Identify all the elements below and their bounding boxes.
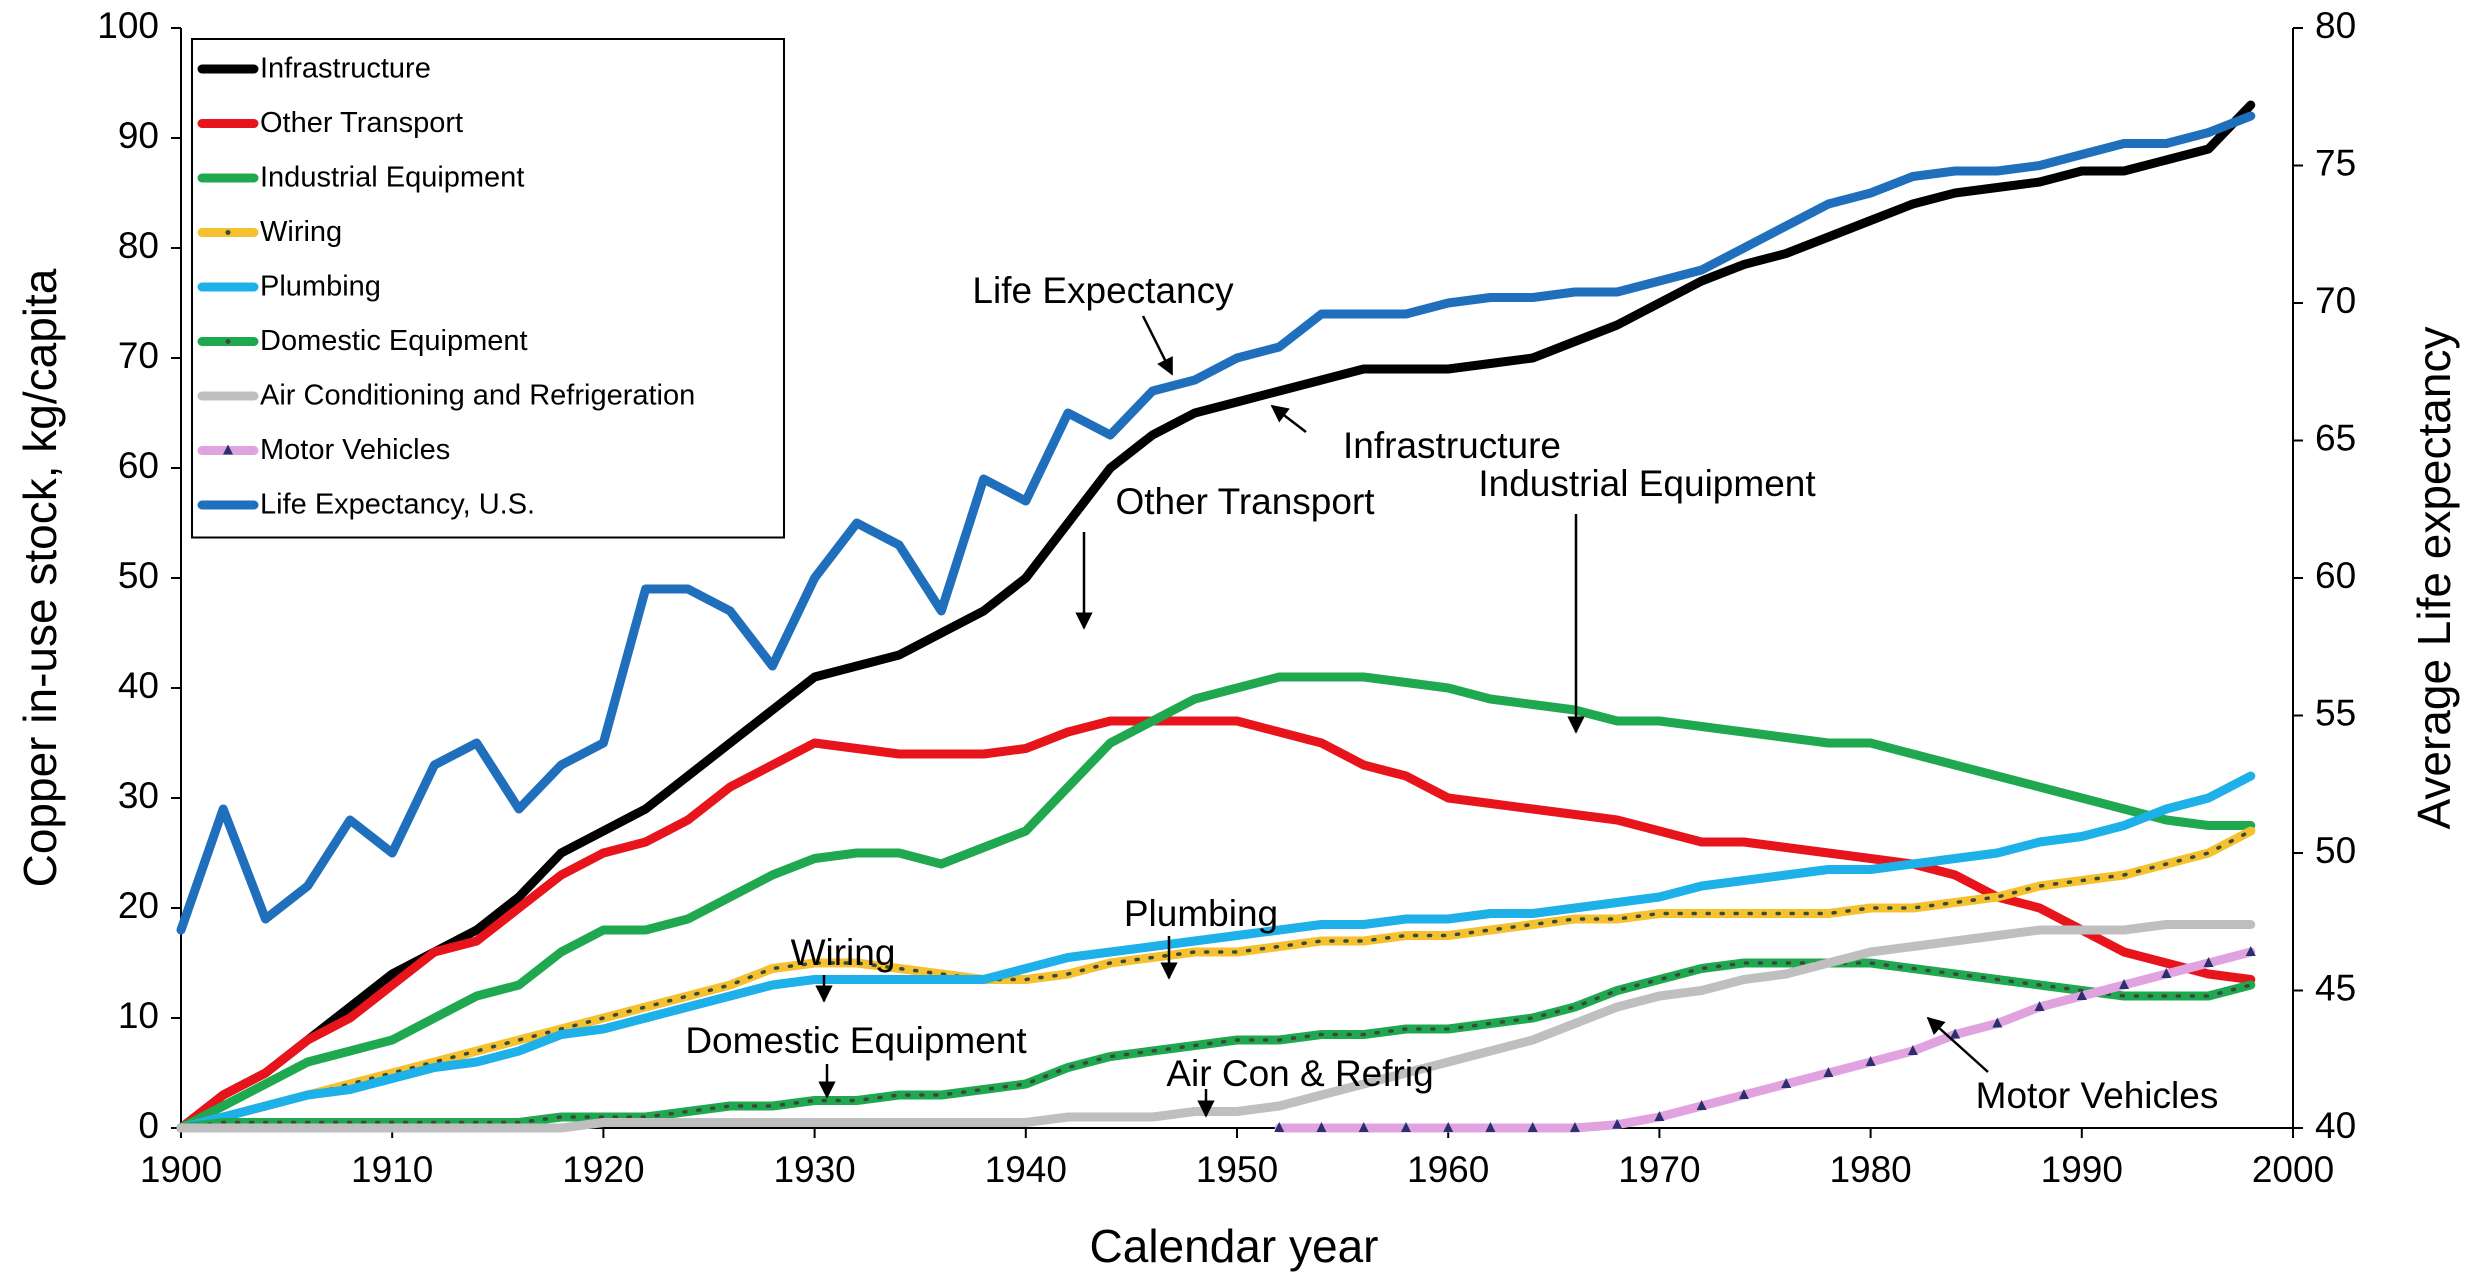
x-tick-label: 1980 — [1829, 1149, 1911, 1190]
y2-tick-label: 75 — [2315, 142, 2356, 183]
legend-label: Wiring — [260, 216, 342, 248]
legend-label: Air Conditioning and Refrigeration — [260, 380, 695, 412]
line-pattern — [179, 829, 2253, 1130]
x-tick-label: 1950 — [1196, 1149, 1278, 1190]
triangle-marker — [1950, 1028, 1961, 1039]
triangle-marker — [1823, 1067, 1834, 1077]
triangle-marker — [1527, 1122, 1538, 1132]
y2-tick-label: 45 — [2315, 967, 2356, 1008]
legend-label: Life Expectancy, U.S. — [260, 489, 535, 521]
annotation: Industrial Equipment — [1478, 463, 1816, 504]
y-tick-label: 80 — [118, 225, 159, 266]
y-tick-label: 30 — [118, 775, 159, 816]
legend-swatch-dot — [225, 339, 231, 344]
annotation: Domestic Equipment — [685, 1020, 1027, 1061]
legend-box — [191, 38, 785, 539]
y-tick-label: 60 — [118, 445, 159, 486]
y-tick-label: 20 — [118, 885, 159, 926]
triangle-marker — [1358, 1122, 1369, 1132]
annotation: Other Transport — [1115, 481, 1375, 522]
y2-tick-label: 80 — [2315, 5, 2356, 46]
triangle-marker — [1738, 1089, 1749, 1099]
legend-label: Plumbing — [260, 271, 381, 303]
annotation: Life Expectancy — [972, 270, 1234, 311]
y2-axis-title: Average Life expectancy — [2408, 327, 2460, 830]
y2-tick-label: 50 — [2315, 830, 2356, 871]
annotation-arrow — [1926, 1016, 1989, 1073]
triangle-marker — [1654, 1111, 1665, 1121]
triangle-marker — [1865, 1056, 1876, 1066]
y-tick-label: 100 — [97, 5, 159, 46]
y2-tick-label: 70 — [2315, 280, 2356, 321]
y2-tick-label: 55 — [2315, 692, 2356, 733]
y-axis-title: Copper in-use stock, kg/capita — [14, 268, 66, 887]
triangle-marker — [1696, 1100, 1707, 1110]
y-tick-label: 40 — [118, 665, 159, 706]
triangle-marker — [2119, 979, 2130, 989]
series-line — [176, 672, 2256, 1133]
annotation-arrow — [1270, 404, 1307, 433]
annotation: Infrastructure — [1343, 425, 1561, 466]
legend-label: Other Transport — [260, 107, 463, 139]
triangle-marker — [2161, 968, 2172, 978]
triangle-marker — [1612, 1118, 1623, 1129]
y-tick-label: 10 — [118, 995, 159, 1036]
annotation-arrow — [1141, 315, 1174, 376]
triangle-marker — [2034, 1001, 2045, 1011]
legend-label: Industrial Equipment — [260, 162, 524, 194]
series-line — [176, 920, 2256, 1133]
y-tick-label: 0 — [138, 1105, 159, 1146]
x-tick-label: 1990 — [2041, 1149, 2123, 1190]
annotation: Air Con & Refrig — [1166, 1053, 1433, 1094]
annotation: Wiring — [791, 932, 896, 973]
legend-swatch-dot — [223, 444, 233, 455]
triangle-marker — [2076, 990, 2087, 1000]
x-tick-label: 2000 — [2252, 1149, 2334, 1190]
series-line — [176, 958, 2256, 1133]
annotation: Plumbing — [1124, 893, 1278, 934]
y-tick-label: 50 — [118, 555, 159, 596]
triangle-marker — [1781, 1078, 1792, 1088]
y2-tick-label: 60 — [2315, 555, 2356, 596]
x-tick-label: 1930 — [773, 1149, 855, 1190]
y-tick-label: 70 — [118, 335, 159, 376]
legend-label: Domestic Equipment — [260, 325, 528, 357]
legend-swatch-dot — [225, 230, 231, 235]
series-line — [176, 100, 2256, 1133]
x-tick-label: 1910 — [351, 1149, 433, 1190]
annotation: Motor Vehicles — [1976, 1075, 2219, 1116]
triangle-marker — [1316, 1122, 1327, 1132]
x-tick-label: 1920 — [562, 1149, 644, 1190]
triangle-marker — [1569, 1122, 1580, 1132]
series-line — [176, 771, 2256, 1133]
triangle-marker — [2203, 957, 2214, 967]
x-tick-label: 1960 — [1407, 1149, 1489, 1190]
legend-label: Motor Vehicles — [260, 434, 450, 466]
triangle-marker — [1400, 1122, 1411, 1132]
x-tick-label: 1940 — [985, 1149, 1067, 1190]
triangle-marker — [1443, 1122, 1454, 1132]
triangle-marker — [2245, 946, 2256, 956]
y-tick-label: 90 — [118, 115, 159, 156]
y2-tick-label: 65 — [2315, 417, 2356, 458]
x-tick-label: 1970 — [1618, 1149, 1700, 1190]
triangle-marker — [1992, 1017, 2003, 1028]
series-line — [176, 111, 2256, 935]
legend-label: Infrastructure — [260, 53, 431, 85]
triangle-marker — [1485, 1122, 1496, 1132]
series-line — [1274, 947, 2256, 1133]
y2-tick-label: 40 — [2315, 1105, 2356, 1146]
triangle-marker — [1274, 1122, 1285, 1132]
x-axis-title: Calendar year — [1090, 1220, 1379, 1272]
x-tick-label: 1900 — [140, 1149, 222, 1190]
triangle-marker — [1907, 1045, 1918, 1055]
